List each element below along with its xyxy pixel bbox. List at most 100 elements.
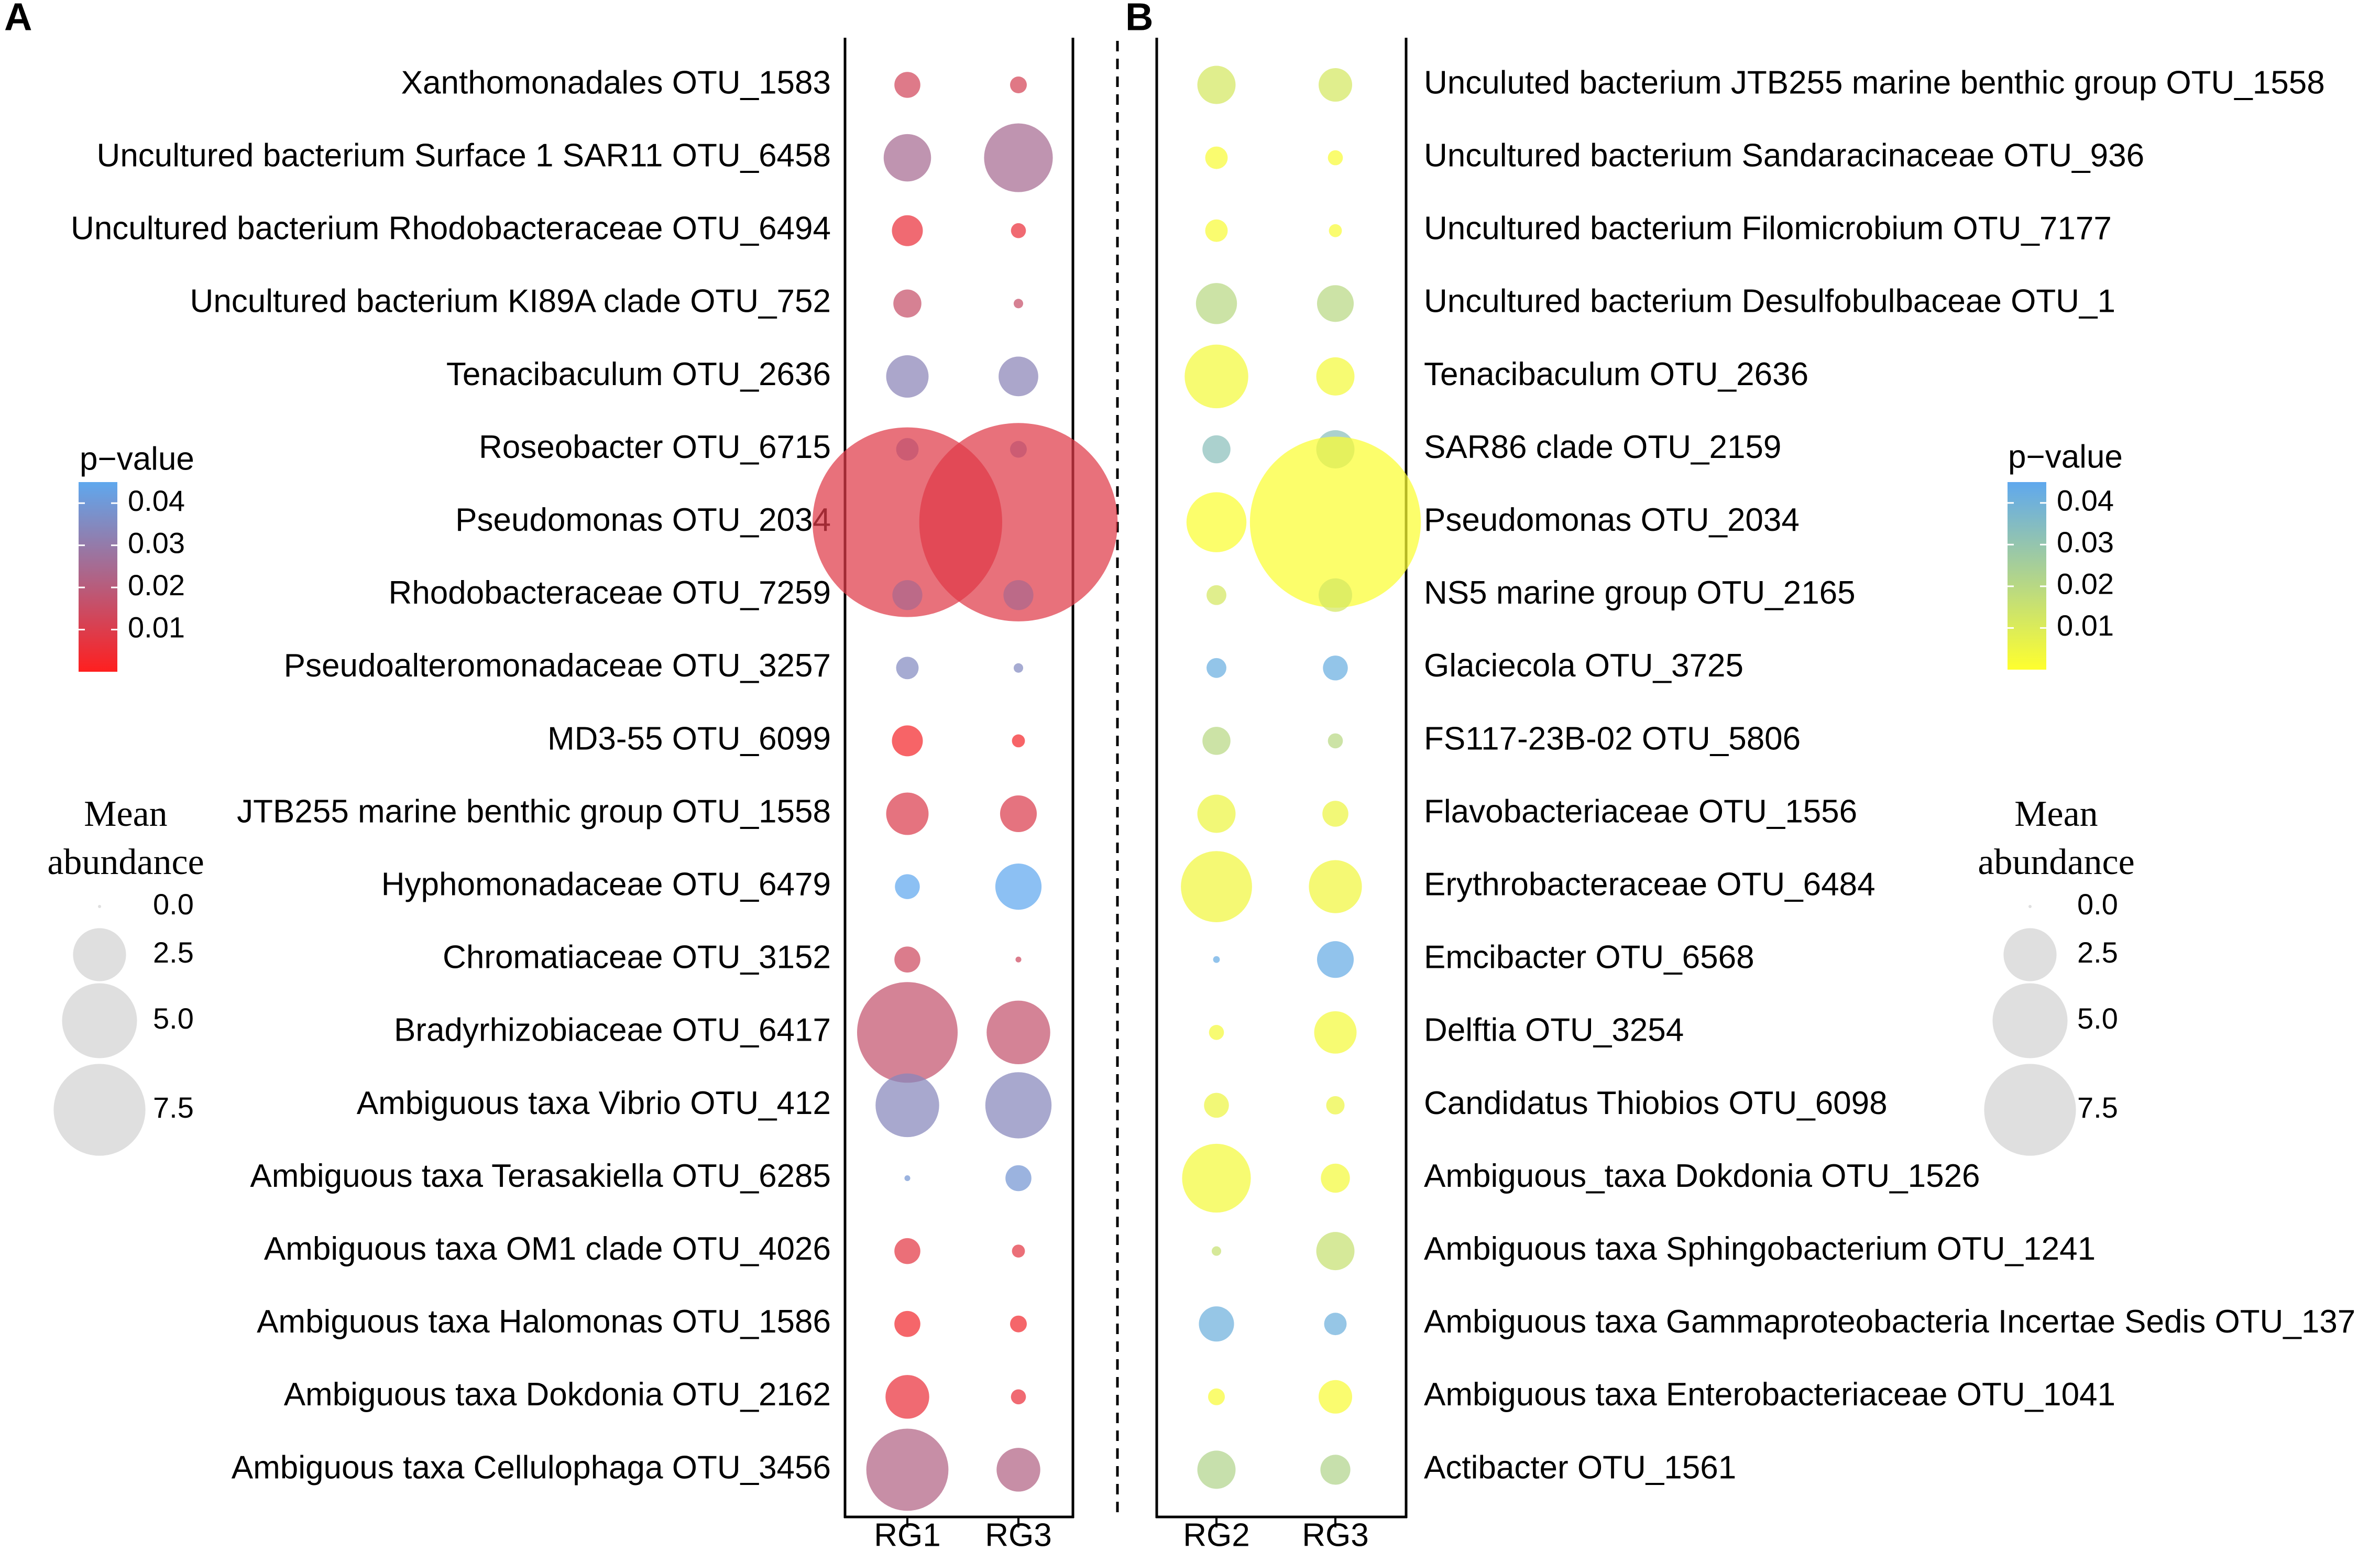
panel-letter: B [1125, 0, 1153, 39]
y-tick-label: Pseudoalteromonadaceae OTU_3257 [284, 648, 831, 684]
y-tick-label: Ambiguous taxa Terasakiella OTU_6285 [250, 1158, 831, 1194]
bubble-rg1 [904, 1175, 911, 1182]
bubble-rg3 [995, 863, 1042, 910]
bubble-rg2 [1199, 1306, 1234, 1342]
pvalue-tick-label: 0.02 [128, 569, 185, 602]
y-tick-label: Xanthomonadales OTU_1583 [401, 64, 831, 101]
y-tick-label: Bradyrhizobiaceae OTU_6417 [394, 1012, 831, 1048]
bubble-rg1 [886, 355, 929, 398]
bubble-rg2 [1211, 1246, 1222, 1256]
bubble-rg1 [894, 72, 920, 98]
bubble-rg1 [883, 134, 931, 182]
bubble-rg3 [1249, 436, 1421, 608]
bubble-rg3 [999, 356, 1038, 397]
y-tick-label: Roseobacter OTU_6715 [479, 429, 831, 465]
bubble-rg3 [1011, 223, 1026, 238]
size-legend-label: 7.5 [2077, 1091, 2118, 1124]
bubble-rg3 [1000, 795, 1037, 833]
y-tick-label: Ambiguous taxa Sphingobacterium OTU_1241 [1424, 1231, 2096, 1267]
x-tick-label-rg1: RG1 [874, 1517, 940, 1551]
size-legend-circle [2028, 905, 2032, 908]
bubble-rg2 [1202, 727, 1231, 755]
panel-a: A RG1 RG3 Xanthomonadales OTU_1583 Unculture… [4, 0, 1118, 1551]
bubble-rg1 [886, 792, 929, 835]
y-tick-label: Actibacter OTU_1561 [1424, 1449, 1736, 1486]
y-tick-label: Ambiguous taxa Enterobacteriaceae OTU_10… [1424, 1377, 2115, 1413]
size-legend-title-line1: Mean [2014, 794, 2098, 834]
y-tick-label: Unculuted bacterium JTB255 marine benthi… [1424, 64, 2325, 101]
size-legend-label: 5.0 [153, 1002, 194, 1035]
y-tick-label: JTB255 marine benthic group OTU_1558 [237, 793, 831, 829]
bubble-rg2 [1197, 65, 1236, 104]
bubble-rg1 [857, 982, 958, 1083]
bubble-rg3 [1324, 1313, 1347, 1336]
y-tick-label: Pseudomonas OTU_2034 [455, 502, 831, 538]
bubble-rg3 [1012, 734, 1025, 748]
bubble-rg3 [1328, 150, 1343, 166]
bubble-rg2 [1207, 658, 1226, 678]
size-legend-circle [2003, 928, 2057, 981]
bubble-rg1 [892, 215, 923, 246]
y-tick-label: Glaciecola OTU_3725 [1424, 648, 1743, 684]
bubble-rg1 [892, 580, 923, 610]
pvalue-colorbar [79, 482, 117, 672]
bubble-rg2 [1209, 1024, 1224, 1040]
bubble-rg1 [866, 1428, 949, 1511]
bubble-rg3 [1319, 578, 1352, 612]
size-legend-title-line2: abundance [1978, 842, 2134, 882]
x-tick-label-rg3: RG3 [1302, 1517, 1368, 1551]
size-legend-circle [1992, 983, 2068, 1058]
bubble-rg1 [896, 657, 919, 680]
y-tick-label: Uncultured bacterium Filomicrobium OTU_7… [1424, 211, 2112, 247]
y-tick-label: Emcibacter OTU_6568 [1424, 940, 1754, 976]
bubble-rg3 [1323, 656, 1348, 681]
panel-b: B RG2 RG3 Unculuted bacterium JTB255 marine… [1125, 0, 2355, 1551]
y-tick-label: Ambiguous taxa Halomonas OTU_1586 [257, 1304, 831, 1340]
size-legend-circle [73, 928, 126, 981]
pvalue-tick-label: 0.04 [2057, 484, 2114, 517]
bubble-rg2 [1196, 283, 1237, 324]
y-tick-label: Ambiguous taxa Gammaproteobacteria Incer… [1424, 1304, 2355, 1340]
size-legend-circle [98, 905, 101, 908]
bubble-rg3 [1005, 1165, 1032, 1192]
pvalue-tick-label: 0.04 [128, 484, 185, 517]
size-legend-label: 7.5 [153, 1091, 194, 1124]
size-legend-title-line2: abundance [47, 842, 204, 882]
bubble-rg3 [986, 1000, 1050, 1065]
y-tick-label: Rhodobacteraceae OTU_7259 [389, 575, 831, 611]
y-tick-label: Ambiguous_taxa Dokdonia OTU_1526 [1424, 1158, 1980, 1194]
bubble-rg3 [1013, 299, 1024, 309]
bubble-rg3 [1316, 1232, 1355, 1271]
bubble-rg3 [1013, 663, 1024, 673]
y-tick-label: MD3-55 OTU_6099 [547, 720, 831, 757]
bubble-rg3 [1317, 285, 1354, 322]
y-tick-label: Uncultured bacterium KI89A clade OTU_752 [190, 283, 831, 320]
y-tick-label: Tenacibaculum OTU_2636 [1424, 356, 1808, 392]
bubble-rg2 [1208, 1388, 1225, 1405]
bubble-rg2 [1186, 492, 1247, 552]
y-tick-label: Candidatus Thiobios OTU_6098 [1424, 1085, 1888, 1121]
x-tick-label-rg2: RG2 [1183, 1517, 1249, 1551]
bubble-rg3 [1328, 733, 1343, 749]
y-tick-label: Pseudomonas OTU_2034 [1424, 502, 1800, 538]
pvalue-legend-title: p−value [80, 441, 194, 477]
y-tick-label: Uncultured bacterium Surface 1 SAR11 OTU… [97, 137, 831, 173]
y-tick-label: FS117-23B-02 OTU_5806 [1424, 720, 1801, 757]
y-tick-label: Ambiguous taxa Cellulophaga OTU_3456 [232, 1449, 831, 1486]
pvalue-colorbar [2008, 482, 2046, 670]
bubble-rg3 [1319, 1380, 1352, 1414]
y-tick-label: Uncultured bacterium Rhodobacteraceae OT… [71, 211, 831, 247]
bubble-rg1 [875, 1073, 939, 1138]
pvalue-tick-label: 0.01 [2057, 609, 2114, 642]
bubble-rg2 [1213, 956, 1220, 963]
bubble-rg2 [1205, 146, 1228, 169]
y-tick-label: Uncultured bacterium Desulfobulbaceae OT… [1424, 283, 2115, 320]
bubble-rg3 [1316, 357, 1355, 396]
bubble-rg2 [1202, 435, 1231, 464]
bubble-rg3 [1317, 941, 1354, 978]
size-legend-title-line1: Mean [84, 794, 167, 834]
bubble-rg3 [996, 1448, 1040, 1492]
size-legend-label: 0.0 [153, 888, 194, 921]
